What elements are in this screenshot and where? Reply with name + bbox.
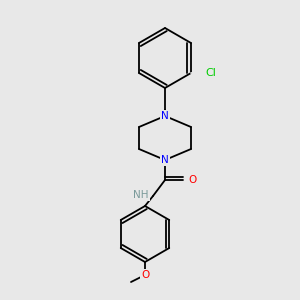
Text: N: N: [161, 155, 169, 165]
Text: NH: NH: [134, 190, 149, 200]
Text: N: N: [161, 111, 169, 121]
Text: Cl: Cl: [205, 68, 216, 78]
Text: O: O: [188, 175, 196, 185]
Text: O: O: [141, 270, 149, 280]
